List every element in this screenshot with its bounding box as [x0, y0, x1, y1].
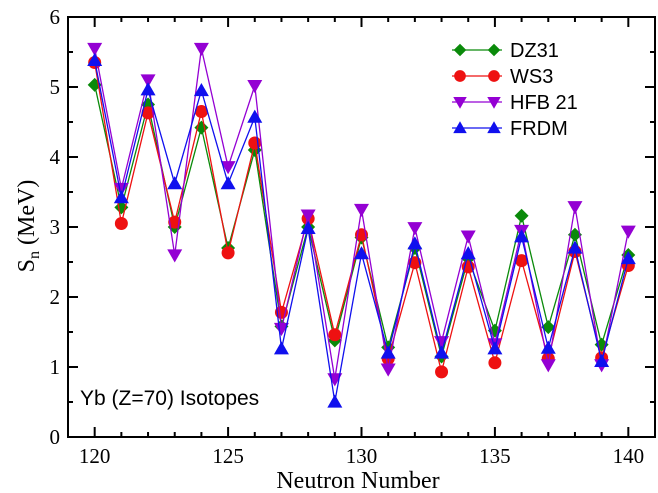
data-point-frdm: [540, 340, 556, 354]
series-layer: [87, 42, 636, 408]
y-tick-label: 3: [50, 215, 61, 239]
data-point-hfb-21: [273, 322, 289, 336]
data-point-hfb-21: [167, 249, 183, 263]
y-axis-title-sub: n: [26, 251, 43, 259]
data-point-dz31: [514, 208, 529, 223]
data-point-frdm: [113, 190, 129, 204]
data-point-frdm: [140, 82, 156, 96]
legend-item-ws3: WS3: [452, 66, 553, 88]
data-point-frdm: [407, 236, 423, 250]
data-point-frdm: [247, 109, 263, 123]
data-point-ws3: [248, 136, 262, 150]
data-point-frdm: [220, 176, 236, 190]
data-point-hfb-21: [113, 182, 129, 196]
plot-frame: [67, 16, 656, 438]
y-tick-label: 0: [50, 425, 61, 449]
legend-marker-ws3: [454, 70, 466, 82]
data-point-hfb-21: [620, 225, 636, 239]
y-axis-title: Sn (MeV): [14, 180, 43, 273]
data-point-hfb-21: [460, 230, 476, 244]
x-tick-label: 125: [212, 444, 244, 468]
data-point-frdm: [380, 345, 396, 359]
data-point-hfb-21: [87, 42, 103, 56]
legend-marker-hfb-21: [453, 96, 467, 109]
data-point-ws3: [194, 105, 208, 118]
data-point-ws3: [328, 328, 342, 342]
data-point-hfb-21: [220, 161, 236, 175]
data-point-ws3: [141, 106, 155, 120]
data-point-hfb-21: [300, 209, 316, 223]
data-point-hfb-21: [407, 222, 423, 236]
data-point-dz31: [541, 320, 556, 335]
data-point-frdm: [434, 345, 450, 359]
data-point-frdm: [620, 251, 636, 265]
data-point-frdm: [567, 240, 583, 254]
data-point-ws3: [488, 356, 502, 370]
data-point-hfb-21: [354, 203, 369, 217]
data-point-frdm: [487, 341, 503, 355]
series-frdm: [87, 52, 636, 408]
legend-item-frdm: FRDM: [452, 118, 568, 140]
y-tick-label: 2: [50, 285, 61, 309]
data-point-hfb-21: [247, 79, 263, 94]
legend-marker-ws3: [488, 70, 500, 82]
x-axis-title: Neutron Number: [276, 468, 439, 493]
y-tick-label: 6: [50, 5, 61, 29]
data-point-frdm: [193, 83, 209, 97]
data-point-ws3: [515, 254, 529, 268]
chart-annotation: Yb (Z=70) Isotopes: [80, 387, 259, 410]
axes-layer: 120 125 130 135 140 0 1 2 3 4 5 6: [50, 5, 655, 468]
legend-marker-dz31: [487, 43, 501, 57]
data-point-hfb-21: [567, 201, 583, 215]
legend-marker-frdm: [453, 121, 467, 134]
legend-marker-frdm: [487, 121, 501, 134]
data-point-frdm: [354, 246, 369, 260]
data-point-ws3: [435, 365, 449, 379]
legend-item-dz31: DZ31: [452, 40, 559, 62]
data-point-frdm: [327, 394, 343, 408]
data-point-hfb-21: [193, 42, 209, 56]
x-tick-label: 135: [479, 444, 511, 468]
legend: DZ31 WS3 HFB 21 FRDM: [452, 40, 578, 140]
x-tick-label: 130: [346, 444, 378, 468]
data-point-frdm: [273, 341, 289, 355]
legend-marker-hfb-21: [487, 96, 501, 109]
legend-item-hfb-21: HFB 21: [452, 92, 578, 114]
y-tick-label: 4: [50, 145, 61, 169]
y-axis-title-main: S: [14, 259, 40, 272]
data-point-hfb-21: [140, 74, 156, 88]
x-tick-label: 140: [613, 444, 645, 468]
data-point-frdm: [514, 229, 530, 243]
data-point-frdm: [300, 220, 316, 235]
legend-label-hfb-21: HFB 21: [510, 92, 578, 114]
y-tick-label: 1: [50, 355, 61, 379]
data-point-frdm: [87, 52, 103, 67]
y-tick-label: 5: [50, 75, 61, 99]
data-point-ws3: [221, 246, 235, 260]
y-axis-title-unit: (MeV): [14, 180, 40, 251]
x-tick-label: 120: [79, 444, 111, 468]
legend-label-frdm: FRDM: [510, 118, 568, 140]
data-point-frdm: [167, 176, 183, 190]
legend-label-dz31: DZ31: [510, 40, 559, 62]
data-point-frdm: [460, 246, 476, 260]
data-point-hfb-21: [380, 363, 396, 377]
legend-marker-dz31: [453, 43, 467, 57]
data-point-ws3: [114, 217, 128, 230]
data-point-frdm: [594, 353, 610, 368]
legend-label-ws3: WS3: [510, 66, 553, 88]
data-point-hfb-21: [540, 359, 556, 373]
series-hfb-21: [87, 42, 636, 387]
